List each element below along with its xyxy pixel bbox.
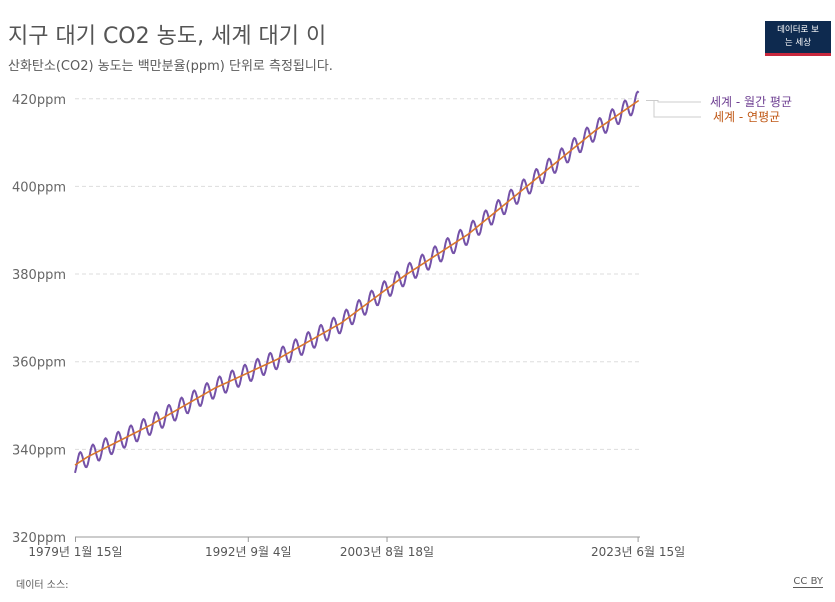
x-tick-label: 1992년 9월 4일 <box>205 545 292 559</box>
legend-connector <box>646 100 701 118</box>
chart-subtitle: 산화탄소(CO2) 농도는 백만분율(ppm) 단위로 측정됩니다. <box>8 59 333 74</box>
x-tick-label: 1979년 1월 15일 <box>28 545 122 559</box>
x-tick-label: 2003년 8월 18일 <box>340 545 434 559</box>
data-source-note: 데이터 소스: <box>16 580 69 591</box>
legend-label-monthly: 세계 - 월간 평균 <box>710 95 792 109</box>
y-tick-label: 420ppm <box>12 93 66 108</box>
logo-line-1: 데이터로 보 <box>777 25 819 35</box>
y-tick-label: 380ppm <box>12 268 66 283</box>
license-link[interactable]: CC BY <box>793 576 823 588</box>
x-tick-label: 2023년 6월 15일 <box>591 545 685 559</box>
owid-logo[interactable]: 데이터로 보 는 세상 <box>765 21 831 56</box>
y-axis-labels: 320ppm 340ppm 360ppm 380ppm 400ppm 420ppm <box>12 93 66 546</box>
chart-title: 지구 대기 CO2 농도, 세계 대기 이 <box>8 24 327 49</box>
co2-line-chart: 320ppm 340ppm 360ppm 380ppm 400ppm 420ppm 197… <box>12 90 792 559</box>
y-tick-label: 360ppm <box>12 356 66 371</box>
y-tick-label: 400ppm <box>12 180 66 195</box>
x-axis: 1979년 1월 15일 1992년 9월 4일 2003년 8월 18일 2023년… <box>28 536 685 559</box>
monthly-average-line[interactable] <box>74 90 640 474</box>
y-tick-label: 320ppm <box>12 531 66 546</box>
annual-average-line[interactable] <box>74 99 640 466</box>
grid-lines <box>75 98 640 450</box>
legend-label-annual: 세계 - 연평균 <box>713 110 780 124</box>
logo-line-2: 는 세상 <box>784 38 812 48</box>
y-tick-label: 340ppm <box>12 443 66 458</box>
